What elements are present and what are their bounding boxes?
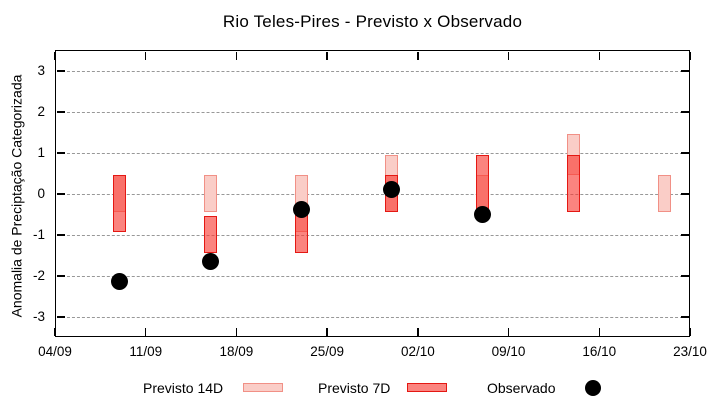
y-tick-mark xyxy=(680,111,689,113)
x-tick-label: 11/09 xyxy=(129,344,163,359)
x-tick-label: 23/10 xyxy=(673,344,707,359)
forecast-7d-bar xyxy=(113,175,127,233)
y-tick-label: 1 xyxy=(37,145,45,160)
y-tick-mark xyxy=(56,275,65,277)
x-tick-mark xyxy=(598,51,601,60)
legend-marker-observado-dot xyxy=(585,380,601,396)
x-tick-mark xyxy=(507,51,510,60)
chart-title: Rio Teles-Pires - Previsto x Observado xyxy=(222,12,523,31)
gridline xyxy=(57,70,688,72)
observed-dot xyxy=(474,205,492,223)
y-tick-mark xyxy=(56,316,65,318)
forecast-14d-bar xyxy=(204,175,217,212)
legend-label-previsto-7d: Previsto 7D xyxy=(318,380,391,396)
y-tick-mark xyxy=(680,234,689,236)
x-tick-mark xyxy=(54,51,56,60)
y-tick-label: -2 xyxy=(32,268,45,283)
y-tick-label: 0 xyxy=(37,186,45,201)
x-tick-mark xyxy=(144,327,147,336)
x-tick-mark xyxy=(598,327,601,336)
x-tick-mark xyxy=(689,327,691,336)
x-tick-mark xyxy=(326,51,328,60)
x-tick-label: 18/09 xyxy=(219,344,254,359)
x-tick-label: 09/10 xyxy=(491,344,526,359)
legend-swatch-previsto-14d xyxy=(243,383,283,392)
x-tick-mark xyxy=(507,327,510,336)
x-tick-mark xyxy=(689,51,691,60)
x-tick-mark xyxy=(144,51,147,60)
x-tick-mark xyxy=(235,51,238,60)
y-tick-mark xyxy=(680,275,689,277)
legend-label-observado: Observado xyxy=(487,380,556,396)
x-tick-mark xyxy=(417,327,419,336)
x-tick-label: 16/10 xyxy=(582,344,617,359)
gridline xyxy=(57,275,688,277)
gridline xyxy=(57,234,688,236)
forecast-14d-bar xyxy=(657,175,671,212)
observed-dot xyxy=(383,180,401,198)
y-tick-label: -3 xyxy=(32,309,45,324)
forecast-7d-bar xyxy=(476,154,490,212)
gridline xyxy=(57,316,688,318)
observed-dot xyxy=(111,273,129,291)
observed-dot xyxy=(292,201,310,219)
forecast-7d-bar xyxy=(566,154,580,212)
legend-swatch-previsto-7d xyxy=(407,383,447,392)
observed-dot xyxy=(202,252,219,270)
gridline xyxy=(57,193,688,195)
y-tick-mark xyxy=(56,234,65,236)
y-tick-mark xyxy=(680,316,689,318)
x-tick-mark xyxy=(54,327,56,336)
forecast-7d-bar xyxy=(294,211,308,253)
y-tick-mark xyxy=(56,193,65,195)
y-tick-label: -1 xyxy=(32,227,45,242)
x-tick-label: 25/09 xyxy=(310,344,345,359)
y-tick-mark xyxy=(680,193,689,195)
y-tick-mark xyxy=(56,111,65,113)
y-tick-label: 2 xyxy=(37,104,45,119)
x-tick-mark xyxy=(326,327,328,336)
y-tick-mark xyxy=(680,70,689,72)
x-tick-label: 04/09 xyxy=(38,344,72,359)
forecast-7d-bar xyxy=(204,216,217,253)
y-tick-mark xyxy=(680,152,689,154)
gridline xyxy=(57,152,688,154)
x-tick-mark xyxy=(235,327,238,336)
legend-label-previsto-14d: Previsto 14D xyxy=(143,380,224,396)
x-tick-mark xyxy=(417,51,419,60)
y-tick-mark xyxy=(56,70,65,72)
y-tick-label: 3 xyxy=(37,63,45,78)
x-tick-label: 02/10 xyxy=(400,344,435,359)
y-tick-mark xyxy=(56,152,65,154)
plot-area xyxy=(55,50,690,337)
gridline xyxy=(57,111,688,113)
